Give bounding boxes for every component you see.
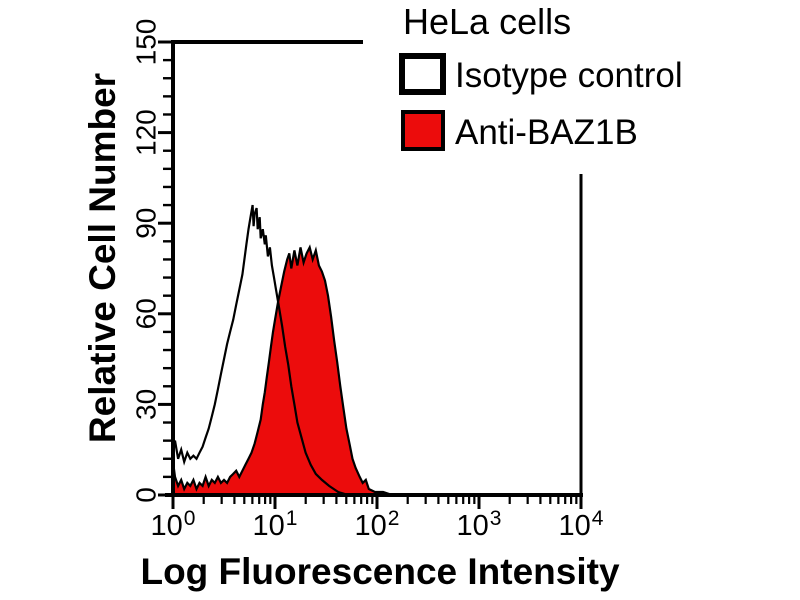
- legend: HeLa cells Isotype control Anti-BAZ1B: [363, 0, 735, 174]
- legend-title: HeLa cells: [403, 1, 572, 42]
- y-tick-label: 30: [131, 389, 162, 420]
- anti-baz1b-label: Anti-BAZ1B: [455, 113, 638, 152]
- x-axis-title: Log Fluorescence Intensity: [140, 551, 620, 592]
- y-tick-label: 120: [131, 109, 162, 156]
- isotype-control-swatch: [399, 53, 446, 95]
- y-tick-label: 150: [131, 19, 162, 66]
- y-tick-label: 60: [131, 298, 162, 329]
- x-tick-label: 100: [150, 507, 196, 542]
- x-tick-label: 104: [558, 507, 604, 542]
- y-axis-title: Relative Cell Number: [82, 72, 123, 444]
- isotype-control-label: Isotype control: [455, 56, 683, 95]
- histogram-anti-baz1b: [171, 244, 393, 497]
- y-tick-label: 90: [131, 208, 162, 239]
- x-tick-label: 101: [252, 507, 298, 542]
- histogram-isotype-control: [171, 204, 349, 497]
- anti-baz1b-swatch: [401, 110, 445, 151]
- y-tick-label: 0: [131, 487, 162, 503]
- x-tick-label: 103: [456, 507, 502, 542]
- x-tick-label: 102: [354, 507, 400, 542]
